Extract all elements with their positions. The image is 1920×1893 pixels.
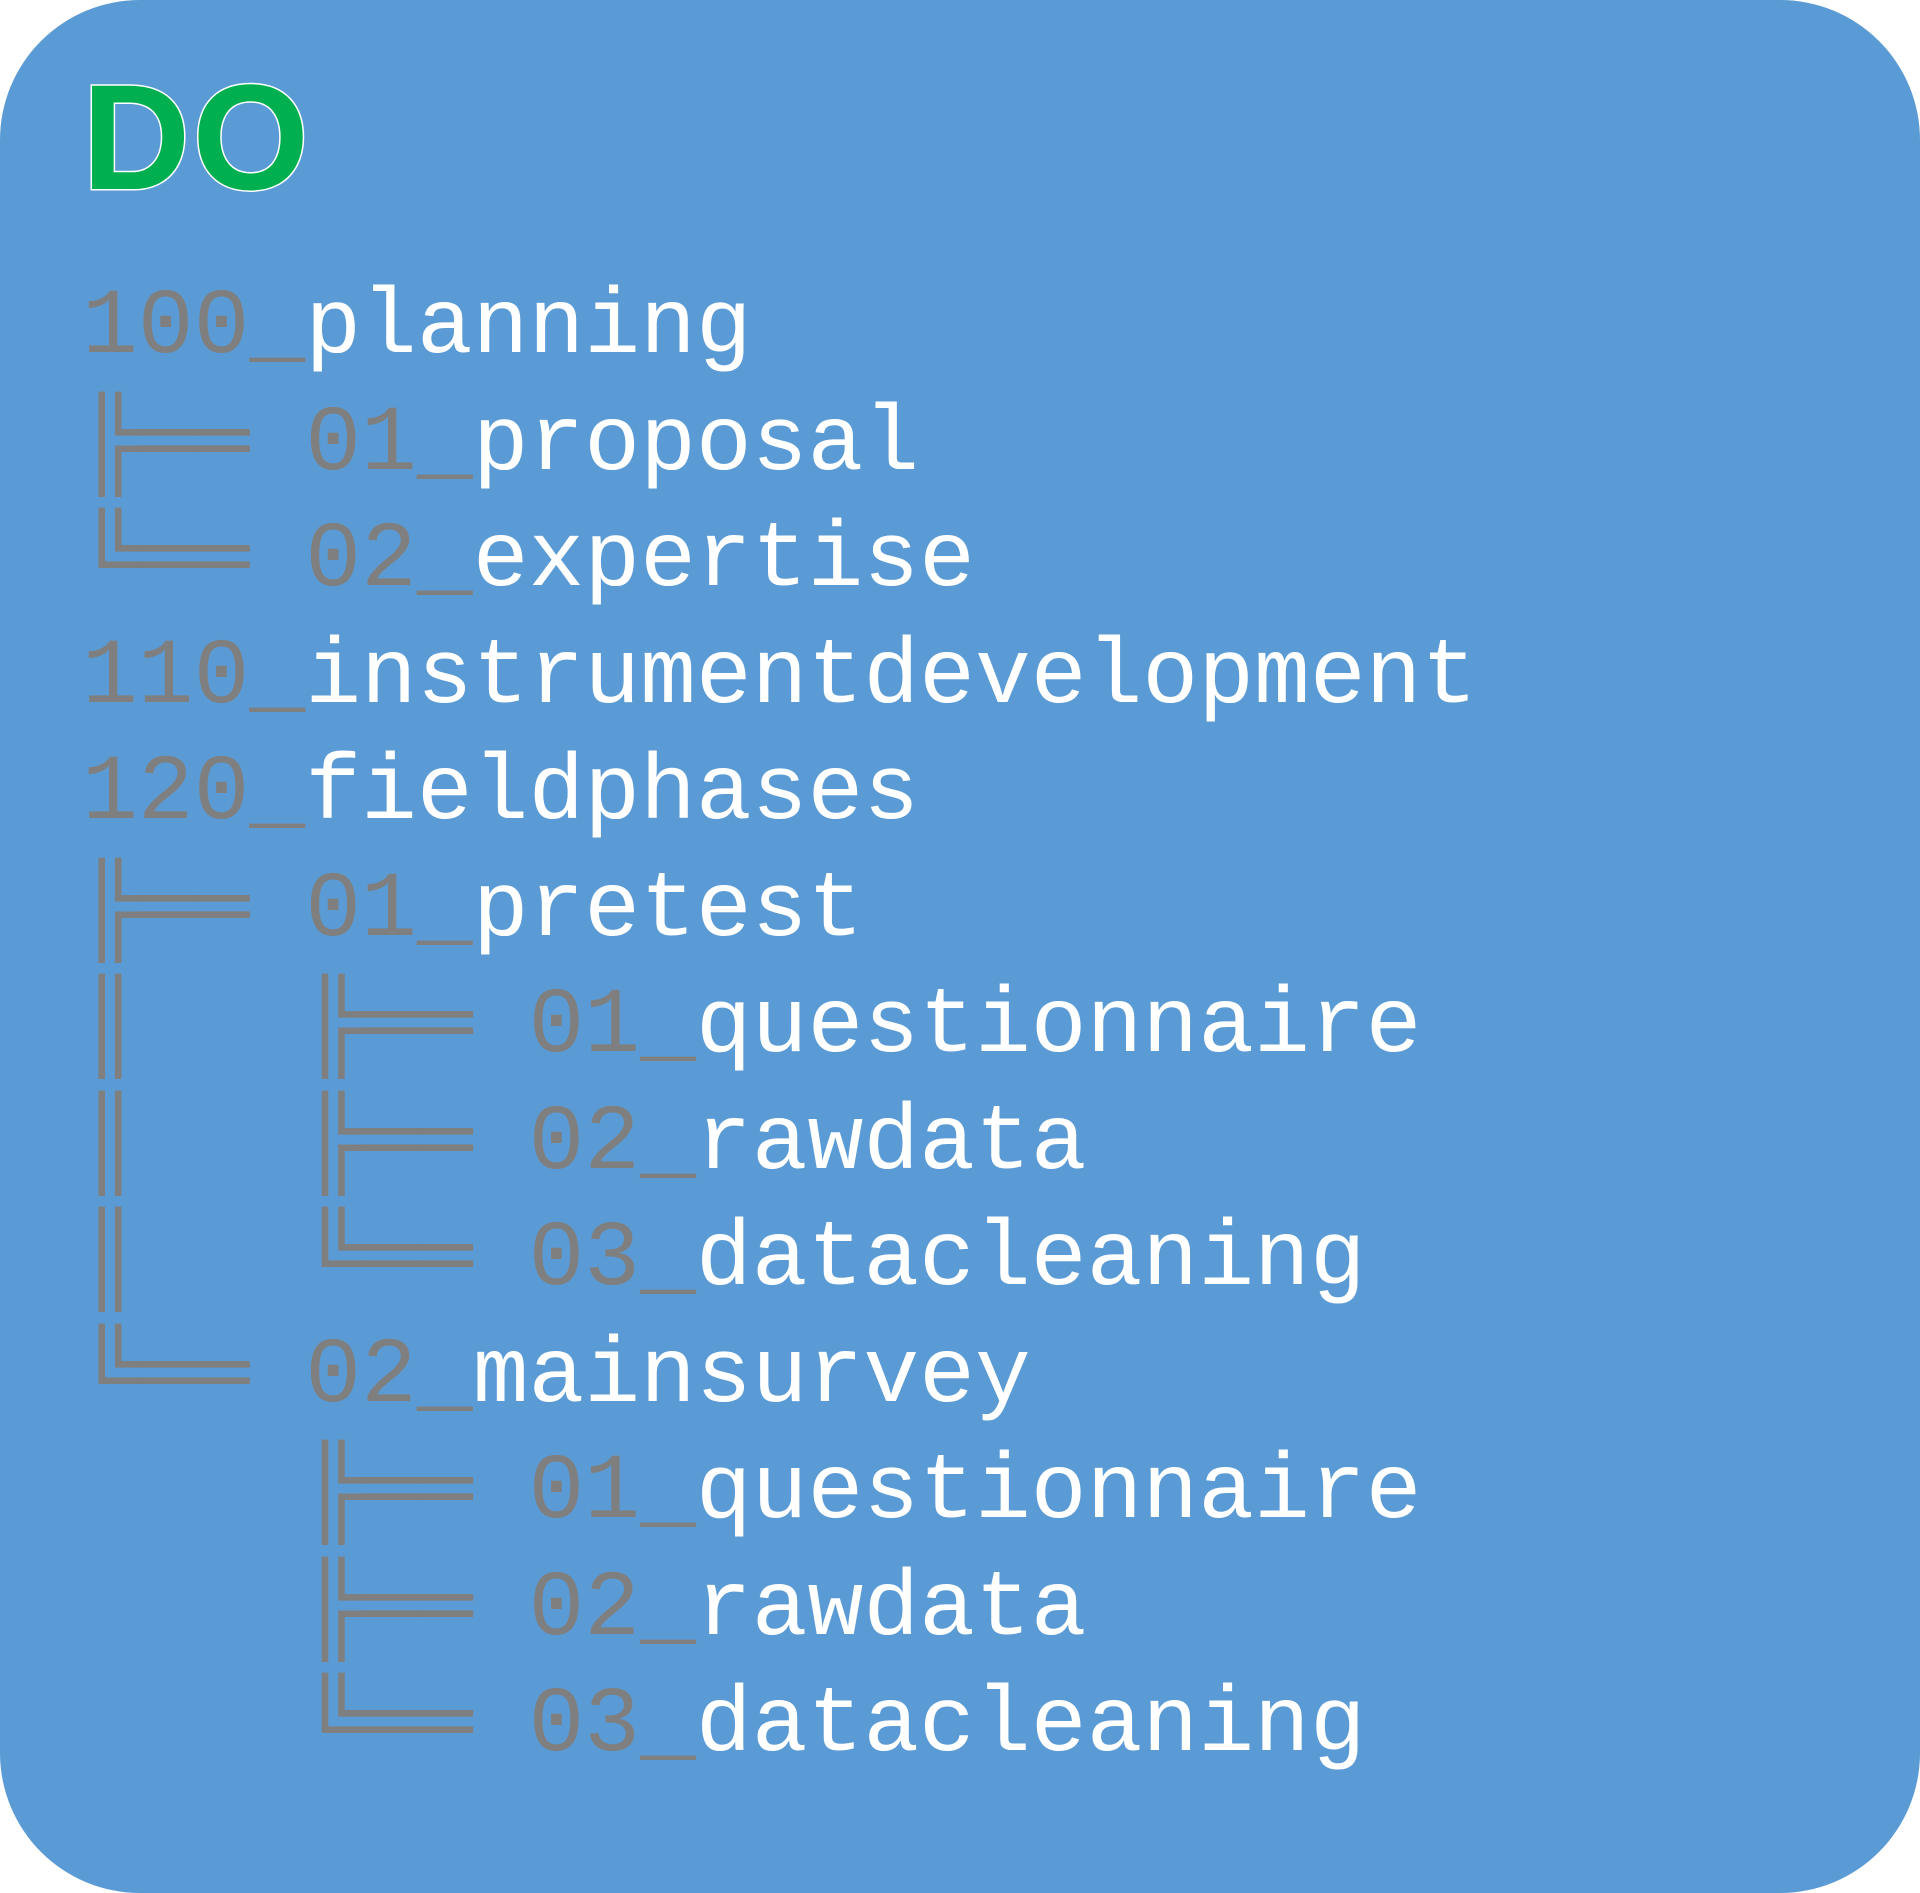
folder-number-prefix: 110_ (82, 624, 306, 730)
folder-name: rawdata (695, 1090, 1087, 1196)
folder-number-prefix: 120_ (82, 741, 306, 846)
tree-connector: ╠══ (82, 857, 306, 963)
folder-tree-item[interactable]: ║ ╠══ 01_questionnaire (82, 969, 1477, 1086)
folder-number-prefix: 02_ (528, 1090, 696, 1196)
folder-tree-item[interactable]: 100_planning (82, 270, 1477, 387)
folder-name: instrumentdevelopment (305, 624, 1478, 730)
folder-name: planning (305, 275, 752, 380)
tree-connector: ╚══ (82, 1323, 306, 1429)
folder-tree-item[interactable]: 110_instrumentdevelopment (82, 620, 1477, 737)
folder-tree-item[interactable]: ╚══ 02_expertise (82, 503, 1477, 620)
folder-number-prefix: 01_ (305, 857, 473, 963)
folder-name: datacleaning (695, 1673, 1366, 1778)
folder-number-prefix: 01_ (528, 974, 696, 1079)
tree-connector: ║ ╠══ (82, 1090, 529, 1196)
folder-name: questionnaire (695, 1440, 1422, 1545)
tree-connector: ║ ╚══ (82, 1207, 529, 1312)
tree-connector: ║ ╠══ (82, 974, 529, 1079)
folder-number-prefix: 02_ (305, 1323, 473, 1429)
folder-name: proposal (472, 391, 920, 497)
folder-tree-item[interactable]: ║ ╠══ 02_rawdata (82, 1086, 1477, 1203)
folder-number-prefix: 03_ (528, 1673, 696, 1778)
folder-name: datacleaning (695, 1207, 1366, 1312)
folder-name: pretest (472, 857, 864, 963)
folder-tree-item[interactable]: ╠══ 01_pretest (82, 853, 1477, 970)
folder-tree-item[interactable]: 120_fieldphases (82, 736, 1477, 853)
folder-number-prefix: 01_ (305, 391, 473, 497)
folder-number-prefix: 01_ (528, 1440, 696, 1545)
folder-tree-item[interactable]: ╠══ 02_rawdata (82, 1552, 1477, 1669)
tree-connector: ╠══ (82, 391, 306, 497)
folder-number-prefix: 02_ (305, 508, 473, 613)
folder-tree-item[interactable]: ╚══ 03_datacleaning (82, 1668, 1477, 1785)
folder-name: rawdata (695, 1556, 1087, 1662)
tree-connector: ╚══ (82, 508, 306, 613)
folder-name: fieldphases (305, 741, 920, 846)
card-title: DO (81, 53, 311, 221)
folder-name: expertise (472, 508, 975, 613)
folder-tree-item[interactable]: ╚══ 02_mainsurvey (82, 1319, 1477, 1436)
folder-tree-item[interactable]: ║ ╚══ 03_datacleaning (82, 1202, 1477, 1319)
folder-name: questionnaire (695, 974, 1422, 1079)
tree-connector: ╚══ (82, 1673, 529, 1778)
folder-number-prefix: 02_ (528, 1556, 696, 1662)
tree-connector: ╠══ (82, 1556, 529, 1662)
folder-tree-item[interactable]: ╠══ 01_questionnaire (82, 1435, 1477, 1552)
folder-tree: 100_planning ╠══ 01_proposal ╚══ 02_expert… (82, 270, 1477, 1785)
folder-number-prefix: 100_ (82, 275, 306, 380)
folder-number-prefix: 03_ (528, 1207, 696, 1312)
folder-name: mainsurvey (472, 1323, 1031, 1429)
tree-connector: ╠══ (82, 1440, 529, 1545)
folder-tree-item[interactable]: ╠══ 01_proposal (82, 387, 1477, 504)
